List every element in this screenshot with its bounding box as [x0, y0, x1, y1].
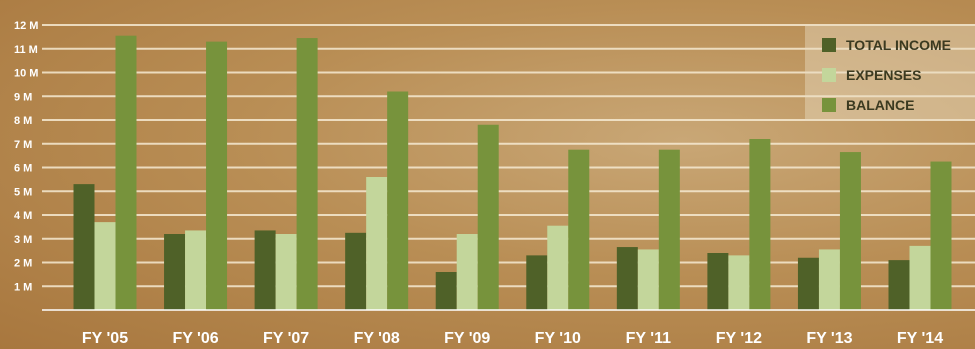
- y-tick-label: 8 M: [14, 115, 32, 127]
- x-tick-label: FY '06: [172, 330, 218, 347]
- y-tick-label: 6 M: [14, 163, 32, 175]
- legend-swatch: [822, 68, 836, 82]
- legend-label: BALANCE: [846, 97, 914, 113]
- x-tick-label: FY '07: [263, 330, 309, 347]
- y-tick-label: 3 M: [14, 234, 32, 246]
- x-tick-label: FY '12: [716, 330, 762, 347]
- x-tick-label: FY '11: [626, 330, 671, 347]
- bar-balance: [568, 149, 590, 310]
- y-tick-label: 12 M: [14, 20, 38, 32]
- legend-swatch: [822, 98, 836, 112]
- bar-total-income: [707, 253, 729, 310]
- bar-balance: [930, 161, 952, 310]
- bar-expenses: [275, 234, 297, 310]
- bar-total-income: [526, 255, 548, 310]
- bar-balance: [296, 38, 318, 310]
- y-tick-label: 1 M: [14, 281, 32, 293]
- bar-total-income: [73, 184, 95, 310]
- y-axis-ticks: 1 M 2 M 3 M 4 M 5 M 6 M 7 M 8 M 9 M 10 M 11 M 12 M: [14, 20, 38, 293]
- bar-expenses: [547, 225, 569, 310]
- y-tick-label: 9 M: [14, 91, 32, 103]
- x-tick-label: FY '10: [535, 330, 581, 347]
- x-tick-label: FY '08: [354, 330, 400, 347]
- y-tick-label: 2 M: [14, 258, 32, 270]
- bar-total-income: [435, 272, 457, 310]
- x-tick-label: FY '14: [897, 330, 943, 347]
- bar-total-income: [616, 247, 638, 310]
- bar-expenses: [909, 245, 931, 310]
- bar-balance: [206, 41, 228, 310]
- y-tick-label: 11 M: [14, 44, 38, 56]
- bar-balance: [115, 35, 137, 310]
- x-tick-label: FY '09: [444, 330, 490, 347]
- y-tick-label: 4 M: [14, 210, 32, 222]
- bar-expenses: [185, 230, 207, 310]
- legend-label: TOTAL INCOME: [846, 37, 951, 53]
- bar-expenses: [728, 255, 750, 310]
- bar-expenses: [366, 177, 388, 310]
- x-tick-label: FY '13: [806, 330, 852, 347]
- legend-label: EXPENSES: [846, 67, 921, 83]
- y-tick-label: 7 M: [14, 139, 32, 151]
- bar-expenses: [456, 234, 478, 310]
- bar-total-income: [164, 234, 186, 310]
- bar-balance: [387, 91, 409, 310]
- legend-swatch: [822, 38, 836, 52]
- bar-expenses: [818, 249, 840, 310]
- bar-balance: [749, 139, 771, 310]
- bar-balance: [839, 152, 861, 310]
- y-tick-label: 10 M: [14, 68, 38, 80]
- bar-balance: [477, 124, 499, 310]
- bar-total-income: [797, 257, 819, 310]
- y-tick-label: 5 M: [14, 186, 32, 198]
- x-axis-labels: FY '05 FY '06 FY '07 FY '08 FY '09 FY '10 FY '…: [82, 330, 943, 347]
- bar-expenses: [94, 222, 116, 310]
- bar-total-income: [888, 260, 910, 310]
- bar-expenses: [637, 249, 659, 310]
- x-tick-label: FY '05: [82, 330, 128, 347]
- bar-total-income: [254, 230, 276, 310]
- bar-total-income: [345, 232, 367, 310]
- legend: TOTAL INCOME EXPENSES BALANCE: [805, 25, 975, 121]
- bars: [73, 35, 952, 310]
- bar-balance: [658, 149, 680, 310]
